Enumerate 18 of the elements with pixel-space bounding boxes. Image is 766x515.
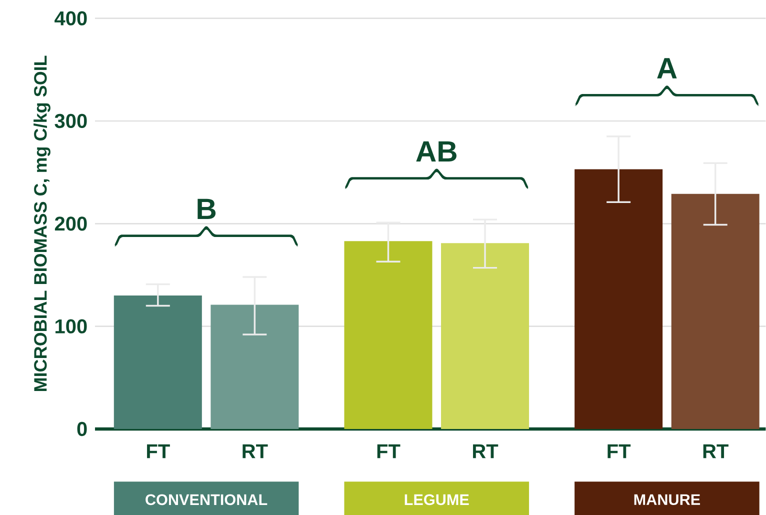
text: CONVENTIONAL xyxy=(146,494,268,506)
annotation: AB xyxy=(416,141,456,162)
text: MANURE xyxy=(634,494,700,506)
y-tick-label: 100 xyxy=(56,319,87,334)
x-tick-label: FT xyxy=(147,444,170,458)
y-tick-label: 0 xyxy=(77,422,87,436)
x-tick-label: FT xyxy=(377,444,400,458)
text: LEGUME xyxy=(404,494,469,506)
y-axis-title: MICROBIAL BIOMASS C, mg C/kg SOIL xyxy=(34,56,50,391)
x-tick-label: FT xyxy=(608,444,631,458)
y-tick-label: 300 xyxy=(54,114,87,128)
annotation: B xyxy=(198,198,216,220)
x-tick-label: RT xyxy=(703,444,728,458)
y-tick-label: 200 xyxy=(54,216,87,231)
x-tick-label: RT xyxy=(473,444,498,458)
y-tick-label: 400 xyxy=(54,11,87,26)
x-tick-label: RT xyxy=(242,444,268,458)
annotation: A xyxy=(657,58,677,78)
